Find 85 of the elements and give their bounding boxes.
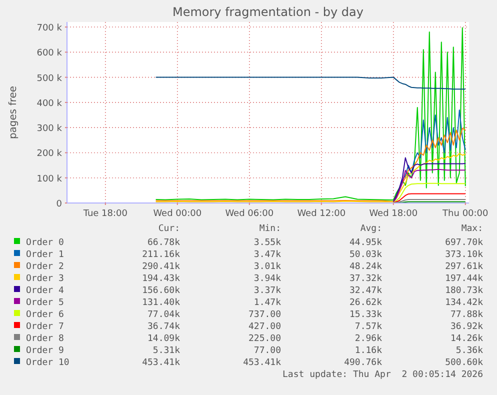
text: 77.00 — [254, 346, 281, 356]
text: 194.43k — [142, 274, 181, 284]
text: 36.92k — [450, 322, 484, 332]
text: Last update: Thu Apr 2 00:05:14 2026 — [282, 370, 483, 380]
text: 297.61k — [445, 262, 484, 272]
text: 697.70k — [445, 238, 484, 248]
text: 5.36k — [456, 346, 484, 356]
legend-label: Order 9 — [26, 346, 64, 356]
line-series — [155, 76, 466, 90]
text: 134.42k — [445, 298, 484, 308]
legend-label: Order 10 — [26, 358, 70, 368]
text: 36.74k — [147, 322, 181, 332]
line-series — [392, 157, 466, 202]
text: 66.78k — [147, 238, 181, 248]
legend-label: Order 4 — [26, 286, 64, 296]
line-series — [392, 168, 466, 203]
legend-label: Order 8 — [26, 334, 64, 344]
text: 490.76k — [344, 358, 383, 368]
text: 3.55k — [254, 238, 282, 248]
y-tick-label: 400 k — [36, 98, 63, 109]
legend-label: Order 0 — [26, 238, 64, 248]
y-tick-label: 700 k — [36, 24, 63, 34]
y-tick-label: 100 k — [36, 174, 63, 184]
y-tick-label: 0 — [56, 200, 62, 210]
text: Cur: — [158, 224, 180, 234]
chart-title: Memory fragmentation - by day — [172, 5, 364, 19]
text: 7.57k — [354, 322, 383, 332]
text: 14.09k — [147, 334, 181, 344]
text: 15.33k — [349, 310, 383, 320]
text: 2.96k — [354, 334, 383, 344]
text: 453.41k — [243, 358, 282, 368]
y-tick-label: 500 k — [36, 74, 63, 84]
x-tick-label: Wed 06:00 — [225, 209, 274, 219]
x-tick-label: Thu 00:00 — [442, 209, 489, 219]
y-axis-title: pages free — [8, 86, 19, 140]
line-series — [392, 193, 466, 204]
x-tick-label: Tue 18:00 — [82, 209, 128, 219]
text: 3.47k — [254, 250, 282, 260]
line-series — [155, 128, 466, 202]
text: 26.62k — [349, 298, 383, 308]
text: 453.41k — [142, 358, 181, 368]
line-series — [155, 152, 466, 202]
text: 3.01k — [254, 262, 282, 272]
legend-label: Order 3 — [26, 274, 64, 284]
text: 50.03k — [349, 250, 383, 260]
y-tick-label: 200 k — [36, 149, 63, 160]
text: Avg: — [360, 224, 382, 234]
text: 77.04k — [147, 310, 181, 320]
line-series — [155, 27, 466, 200]
text: 427.00 — [248, 322, 281, 332]
text: Max: — [461, 224, 483, 234]
x-tick-label: Wed 18:00 — [369, 209, 418, 219]
x-tick-label: Wed 12:00 — [297, 209, 346, 219]
text: 1.47k — [254, 298, 282, 308]
text: 3.94k — [254, 274, 282, 284]
text: 211.16k — [142, 250, 181, 260]
text: 290.41k — [142, 262, 181, 272]
legend-label: Order 7 — [26, 322, 64, 332]
text: 37.32k — [349, 274, 383, 284]
text: 77.88k — [450, 310, 484, 320]
x-tick-label: Wed 00:00 — [153, 209, 202, 219]
text: 3.37k — [254, 286, 282, 296]
text: 48.24k — [349, 262, 383, 272]
line-series — [392, 182, 466, 204]
text: 44.95k — [349, 238, 383, 248]
text: 5.31k — [152, 346, 181, 356]
line-series — [392, 109, 466, 202]
legend-label: Order 1 — [26, 250, 64, 260]
legend-label: Order 2 — [26, 262, 64, 272]
text: 1.16k — [354, 346, 383, 356]
text: Min: — [259, 224, 281, 234]
text: 32.47k — [349, 286, 383, 296]
text: 131.40k — [142, 298, 181, 308]
text: 373.10k — [445, 250, 484, 260]
text: 156.60k — [142, 286, 181, 296]
legend-label: Order 6 — [26, 310, 64, 320]
y-tick-label: 600 k — [36, 48, 63, 59]
text: 225.00 — [248, 334, 281, 344]
text: 14.26k — [450, 334, 484, 344]
text: 197.44k — [445, 274, 484, 284]
text: 180.73k — [445, 286, 484, 296]
y-tick-label: 300 k — [36, 124, 63, 134]
text: 500.60k — [445, 358, 484, 368]
text: 737.00 — [248, 310, 281, 320]
legend-label: Order 5 — [26, 298, 64, 308]
